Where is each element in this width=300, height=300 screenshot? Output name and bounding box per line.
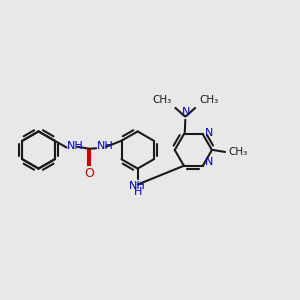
Text: N: N (182, 107, 191, 117)
Text: NH: NH (97, 141, 113, 151)
Text: H: H (134, 187, 142, 197)
Text: NH: NH (129, 182, 146, 191)
Text: NH: NH (67, 141, 84, 151)
Text: CH₃: CH₃ (228, 148, 247, 158)
Text: N: N (205, 157, 213, 167)
Text: N: N (205, 128, 213, 138)
Text: O: O (84, 167, 94, 180)
Text: CH₃: CH₃ (152, 95, 172, 105)
Text: CH₃: CH₃ (199, 95, 218, 105)
